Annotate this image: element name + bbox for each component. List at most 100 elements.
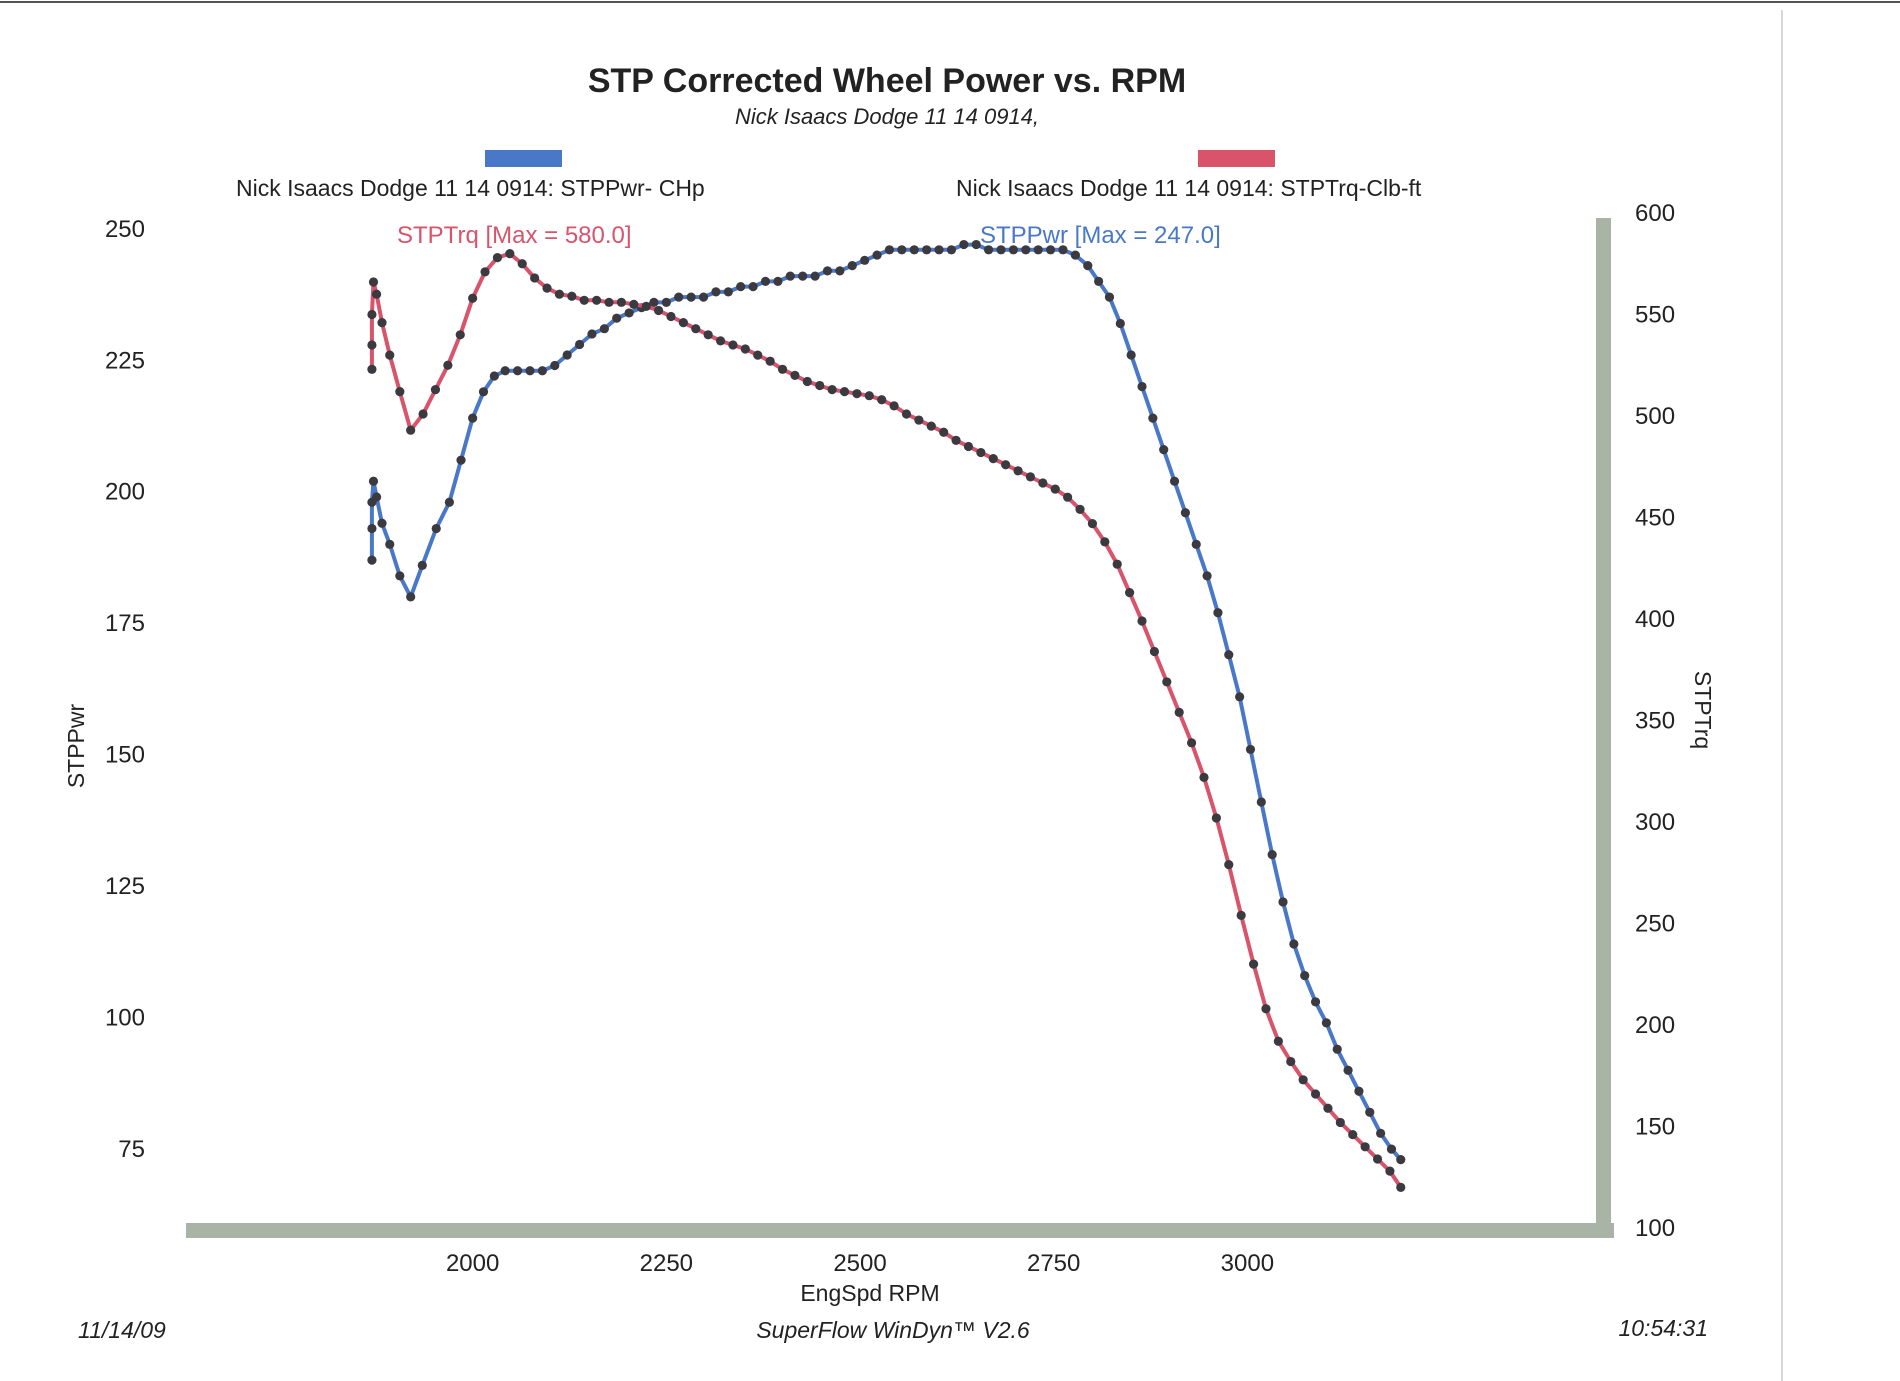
y-right-tick-500: 500 — [1635, 403, 1675, 430]
stptrq-point-69 — [1162, 677, 1172, 687]
y-right-tick-200: 200 — [1635, 1012, 1675, 1039]
stppwr-point-40 — [798, 271, 808, 281]
stptrq-point-11 — [443, 360, 453, 370]
stptrq-point-67 — [1137, 616, 1147, 626]
stppwr-point-77 — [1235, 692, 1245, 702]
stppwr-point-91 — [1386, 1144, 1397, 1154]
stptrq-point-29 — [666, 311, 676, 322]
stptrq-point-34 — [728, 340, 738, 350]
stppwr-point-19 — [537, 366, 547, 376]
y-left-tick-225: 225 — [105, 347, 145, 374]
stppwr-point-69 — [1148, 413, 1158, 423]
stptrq-point-63 — [1087, 518, 1098, 529]
stppwr-point-58 — [1021, 245, 1031, 255]
stptrq-point-74 — [1224, 860, 1234, 870]
stptrq-point-49 — [914, 415, 924, 425]
stptrq-point-43 — [839, 387, 850, 397]
stptrq-point-85 — [1360, 1142, 1370, 1152]
stppwr-point-59 — [1033, 245, 1043, 255]
stppwr-point-20 — [550, 360, 560, 371]
stppwr-line — [369, 242, 1403, 1162]
max-label-torque: STPTrq [Max = 580.0] — [397, 222, 632, 249]
stptrq-point-2 — [367, 309, 377, 320]
stppwr-point-18 — [525, 366, 535, 376]
stptrq-point-57 — [1013, 466, 1023, 476]
chart-subtitle: Nick Isaacs Dodge 11 14 0914, — [735, 104, 1039, 129]
stppwr-point-35 — [736, 282, 746, 292]
stppwr-point-37 — [760, 276, 771, 286]
stppwr-point-60 — [1045, 245, 1056, 255]
stptrq-point-59 — [1038, 478, 1048, 488]
stppwr-point-34 — [723, 287, 733, 297]
stppwr-point-82 — [1289, 939, 1299, 949]
stppwr-point-43 — [835, 266, 845, 276]
stptrq-point-0 — [367, 364, 377, 374]
y-axis-right-ticks: 100 150 200 250 300 350 400 450 500 550 600 — [1635, 200, 1675, 1242]
stppwr-point-68 — [1137, 381, 1147, 392]
stppwr-point-49 — [909, 245, 919, 255]
stppwr-point-74 — [1202, 571, 1212, 581]
stppwr-point-8 — [406, 592, 416, 602]
stppwr-point-92 — [1396, 1155, 1406, 1165]
stppwr-point-14 — [478, 387, 489, 397]
stptrq-point-39 — [790, 370, 800, 380]
stptrq-point-58 — [1025, 472, 1036, 482]
stptrq-point-35 — [740, 344, 750, 354]
stppwr-point-47 — [884, 245, 895, 255]
stptrq-point-72 — [1199, 772, 1209, 782]
stptrq-point-9 — [418, 409, 428, 419]
stppwr-point-12 — [456, 455, 466, 465]
stptrq-point-31 — [691, 324, 701, 334]
stptrq-point-71 — [1186, 738, 1197, 748]
stptrq-point-51 — [939, 427, 949, 437]
y-left-tick-250: 250 — [105, 216, 145, 243]
stptrq-point-65 — [1112, 559, 1122, 569]
stppwr-point-13 — [468, 413, 478, 423]
max-label-power: STPPwr [Max = 247.0] — [980, 222, 1221, 249]
stppwr-point-78 — [1245, 744, 1256, 755]
stppwr-point-54 — [971, 239, 981, 250]
stppwr-point-23 — [587, 329, 597, 339]
stppwr-point-65 — [1104, 292, 1115, 302]
y-axis-right-label: STPTrq — [1690, 671, 1716, 749]
stptrq-point-45 — [864, 391, 874, 401]
stppwr-point-44 — [847, 260, 857, 271]
stptrq-point-32 — [703, 330, 713, 340]
stptrq-point-27 — [641, 301, 651, 311]
stppwr-point-0 — [367, 555, 377, 565]
stptrq-point-1 — [367, 340, 377, 350]
stptrq-point-46 — [877, 395, 887, 405]
stppwr-point-88 — [1354, 1086, 1364, 1096]
stptrq-point-22 — [579, 295, 589, 305]
stppwr-point-42 — [822, 266, 833, 276]
y-axis-left-ticks: 75 100 125 150 175 200 225 250 — [105, 216, 145, 1163]
series-stptrq — [367, 249, 1406, 1192]
stptrq-point-77 — [1261, 1004, 1271, 1014]
stppwr-point-5 — [377, 518, 387, 528]
stptrq-point-62 — [1075, 504, 1085, 514]
x-tick-2750: 2750 — [1027, 1250, 1080, 1277]
stptrq-point-68 — [1149, 646, 1160, 657]
stppwr-point-71 — [1169, 476, 1180, 486]
stppwr-point-26 — [624, 308, 634, 318]
stppwr-point-38 — [773, 276, 783, 286]
stppwr-point-1 — [367, 523, 377, 534]
stppwr-point-32 — [698, 292, 709, 302]
stppwr-point-64 — [1094, 276, 1104, 286]
stppwr-point-85 — [1321, 1018, 1331, 1028]
stppwr-point-25 — [612, 313, 622, 323]
stppwr-point-31 — [686, 292, 696, 302]
stptrq-point-60 — [1050, 484, 1060, 494]
stptrq-point-14 — [480, 267, 490, 277]
footer-time: 10:54:31 — [1618, 1315, 1708, 1341]
legend-label-power: Nick Isaacs Dodge 11 14 0914: STPPwr- CH… — [236, 175, 705, 201]
stptrq-point-82 — [1323, 1103, 1333, 1113]
stppwr-point-16 — [500, 366, 510, 376]
y-right-tick-600: 600 — [1635, 200, 1675, 227]
footer-software: SuperFlow WinDyn™ V2.6 — [756, 1317, 1030, 1343]
y-right-tick-100: 100 — [1635, 1215, 1675, 1242]
legend-swatch-torque — [1198, 150, 1275, 167]
x-axis-ticks: 2000 2250 2500 2750 3000 — [446, 1250, 1274, 1277]
stppwr-point-51 — [934, 245, 944, 255]
